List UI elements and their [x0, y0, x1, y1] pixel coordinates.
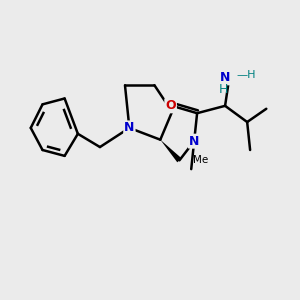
Text: O: O — [165, 99, 176, 112]
Polygon shape — [160, 140, 182, 162]
Text: N: N — [189, 135, 200, 148]
Text: N: N — [124, 122, 135, 134]
Text: N: N — [220, 71, 230, 84]
Text: Me: Me — [193, 155, 208, 165]
Text: —H: —H — [237, 70, 256, 80]
Text: H: H — [219, 83, 228, 96]
